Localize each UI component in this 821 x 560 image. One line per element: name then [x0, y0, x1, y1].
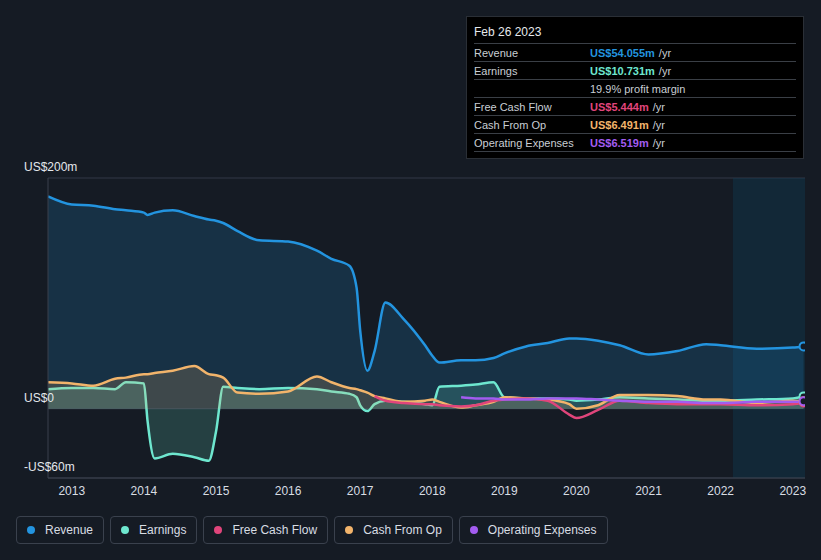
html-text:US$5.444m /yr: US$5.444m /yr: [590, 100, 665, 113]
html-text:Cash From Op: Cash From Op: [363, 523, 442, 537]
html-text:Revenue: Revenue: [45, 523, 93, 537]
html-text:US$54.055m /yr: US$54.055m /yr: [590, 46, 672, 59]
html-text:Operating Expenses: Operating Expenses: [487, 523, 597, 537]
svg-text:2019: 2019: [491, 484, 518, 498]
html-text:Earnings: Earnings: [474, 64, 518, 77]
html-text:Operating Expenses: Operating Expenses: [474, 136, 574, 149]
html-text:19.9% profit margin: 19.9% profit margin: [590, 82, 686, 95]
html-text:Free Cash Flow: Free Cash Flow: [232, 523, 318, 537]
svg-text:2022: 2022: [707, 484, 734, 498]
svg-text:2015: 2015: [203, 484, 230, 498]
svg-text:2013: 2013: [58, 484, 85, 498]
svg-text:-US$60m: -US$60m: [24, 460, 75, 474]
svg-text:US$200m: US$200m: [24, 160, 77, 174]
html-text:Free Cash Flow: Free Cash Flow: [474, 100, 552, 113]
html-text:US$10.731m /yr: US$10.731m /yr: [590, 64, 672, 77]
svg-text:US$0: US$0: [24, 391, 54, 405]
html-text:Earnings: Earnings: [139, 523, 187, 537]
svg-text:2014: 2014: [131, 484, 158, 498]
svg-text:2021: 2021: [635, 484, 662, 498]
html-text:Revenue: Revenue: [474, 46, 518, 59]
svg-text:2016: 2016: [275, 484, 302, 498]
html-text:Feb 26 2023: Feb 26 2023: [474, 25, 542, 39]
html-text:US$6.519m /yr: US$6.519m /yr: [590, 136, 665, 149]
svg-text:2017: 2017: [347, 484, 374, 498]
svg-text:2023: 2023: [779, 484, 806, 498]
html-text:US$6.491m /yr: US$6.491m /yr: [590, 118, 665, 131]
svg-text:2018: 2018: [419, 484, 446, 498]
svg-text:2020: 2020: [563, 484, 590, 498]
html-text:Cash From Op: Cash From Op: [474, 118, 547, 131]
